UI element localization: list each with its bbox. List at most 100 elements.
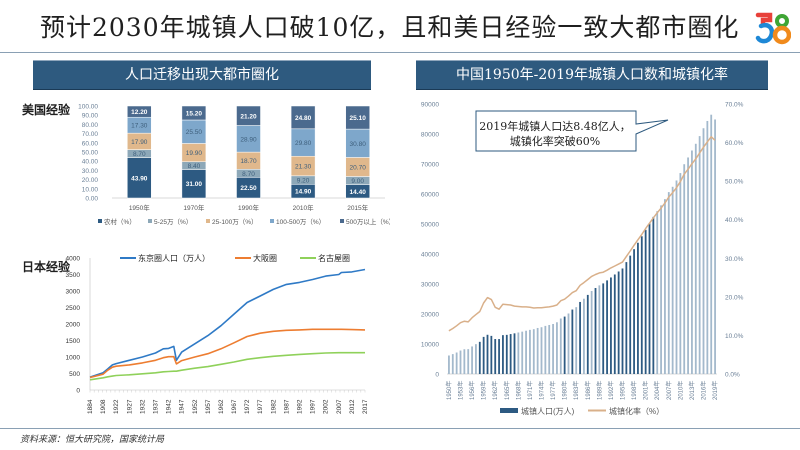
japan-line-chart: 0 500 1000 1500 2000 2500 3000 3500 4000 1884 1908… <box>66 253 369 414</box>
x-tick-label: 2007 <box>336 399 343 414</box>
bar <box>694 143 697 374</box>
x-tick-label: 1992 <box>297 399 304 414</box>
callout-line-2: 城镇化率突破60% <box>510 134 600 148</box>
bar <box>656 211 659 374</box>
x-tick-label: 1947 <box>179 399 186 414</box>
data-label: 8.70 <box>133 151 146 158</box>
data-label: 8.40 <box>188 163 201 170</box>
x-tick-label: 1989年 <box>595 381 603 400</box>
y2-tick-label: 10.0% <box>725 333 744 340</box>
x-tick-label: 1998年 <box>630 381 638 400</box>
bar <box>502 335 504 374</box>
x-tick-label: 2015年 <box>347 203 368 212</box>
x-tick-label: 1965年 <box>503 381 511 400</box>
source-note: 资料来源：恒大研究院，国家统计局 <box>20 435 165 445</box>
bar-segment <box>127 105 152 118</box>
x-tick-label: 1922 <box>113 399 120 414</box>
x-tick-label: 1970年 <box>183 203 204 212</box>
y2-tick-label: 0.0% <box>725 372 740 379</box>
data-label: 22.50 <box>240 185 257 192</box>
y-tick-label: 60000 <box>421 192 439 199</box>
legend-label: 大阪圈 <box>253 253 277 263</box>
data-label: 12.20 <box>131 109 148 116</box>
callout-box: 2019年城镇人口达8.48亿人， 城镇化率突破60% <box>475 110 669 152</box>
callout-line-1: 2019年城镇人口达8.48亿人， <box>479 119 631 133</box>
bar <box>451 354 454 374</box>
bar <box>467 349 470 374</box>
bar <box>621 268 624 374</box>
y-tick-label: 1000 <box>66 355 81 362</box>
x-tick-label: 1927 <box>126 399 133 414</box>
y-tick-label: 20000 <box>421 312 439 319</box>
bar-segment <box>345 128 370 158</box>
x-tick-label: 1977 <box>257 399 264 414</box>
y-tick-label: 0.00 <box>85 196 98 203</box>
y-tick-label: 90.00 <box>82 113 99 120</box>
bar <box>571 309 574 374</box>
y-tick-label: 100.00 <box>78 104 98 111</box>
x-tick-label: 1980年 <box>561 381 569 400</box>
bar <box>637 242 639 374</box>
y2-tick-label: 40.0% <box>725 217 744 224</box>
y-tick-label: 50000 <box>421 222 439 229</box>
y-tick-label: 1500 <box>66 338 81 345</box>
x-tick-label: 2001年 <box>642 381 650 400</box>
x-tick-label: 2002 <box>323 399 330 414</box>
legend-swatch <box>270 219 274 223</box>
x-tick-label: 1937 <box>152 399 159 414</box>
x-tick-label: 1987 <box>283 399 290 414</box>
data-label: 31.00 <box>186 181 203 188</box>
x-tick-label: 1884 <box>87 399 94 414</box>
bar <box>486 334 489 374</box>
bar <box>675 180 678 374</box>
x-tick-label: 1968年 <box>514 381 522 400</box>
bar-segment <box>236 125 261 153</box>
bar <box>579 301 581 374</box>
legend-swatch <box>98 219 102 223</box>
legend-swatch <box>340 219 344 223</box>
bar <box>459 350 462 374</box>
data-label: 43.90 <box>131 175 148 182</box>
bar <box>521 331 524 374</box>
bar-segment <box>290 128 316 157</box>
x-tick-label: 1983年 <box>572 381 580 400</box>
footer-divider <box>0 428 800 429</box>
right-banner: 中国1950年-2019年城镇人口数和城镇化率 <box>416 60 768 90</box>
x-tick-label: 1957 <box>205 399 212 414</box>
data-label: 14.90 <box>295 189 312 196</box>
x-tick-label: 1990年 <box>238 203 259 212</box>
bar-segment <box>181 105 207 121</box>
bar <box>660 205 662 374</box>
bar <box>448 355 450 374</box>
data-label: 8.70 <box>242 171 255 178</box>
bar <box>687 157 689 374</box>
logo-five-bottom <box>755 23 775 44</box>
bar <box>482 336 485 374</box>
data-label: 9.00 <box>351 178 364 185</box>
y-tick-label: 0 <box>435 372 439 379</box>
y-tick-label: 40000 <box>421 252 439 259</box>
us-stacked-bar-chart: 0.00 10.00 20.00 30.00 40.00 50.00 60.00 70.00 8… <box>78 104 390 227</box>
y-tick-label: 500 <box>69 371 80 378</box>
y-tick-label: 3000 <box>66 289 81 296</box>
x-tick-label: 1932 <box>139 399 146 414</box>
bar-segment <box>290 105 316 130</box>
bar <box>552 323 554 374</box>
line-series-2 <box>89 351 365 381</box>
x-tick-label: 1950年 <box>129 203 150 212</box>
y-tick-label: 2500 <box>66 305 81 312</box>
legend-label: 农村（%） <box>104 217 136 226</box>
data-label: 29.80 <box>295 140 312 147</box>
x-tick-label: 1972 <box>244 399 251 414</box>
bar <box>633 249 635 374</box>
x-tick-label: 1992年 <box>607 381 615 400</box>
legend-label: 100-500万（%） <box>276 218 325 226</box>
bar <box>710 114 713 375</box>
bar <box>594 288 597 374</box>
y-tick-label: 0 <box>76 388 80 395</box>
bar <box>559 318 562 374</box>
bar <box>478 341 481 374</box>
bar <box>714 119 716 374</box>
bar <box>617 271 620 374</box>
legend-label: 500万以上（%） <box>346 217 390 226</box>
